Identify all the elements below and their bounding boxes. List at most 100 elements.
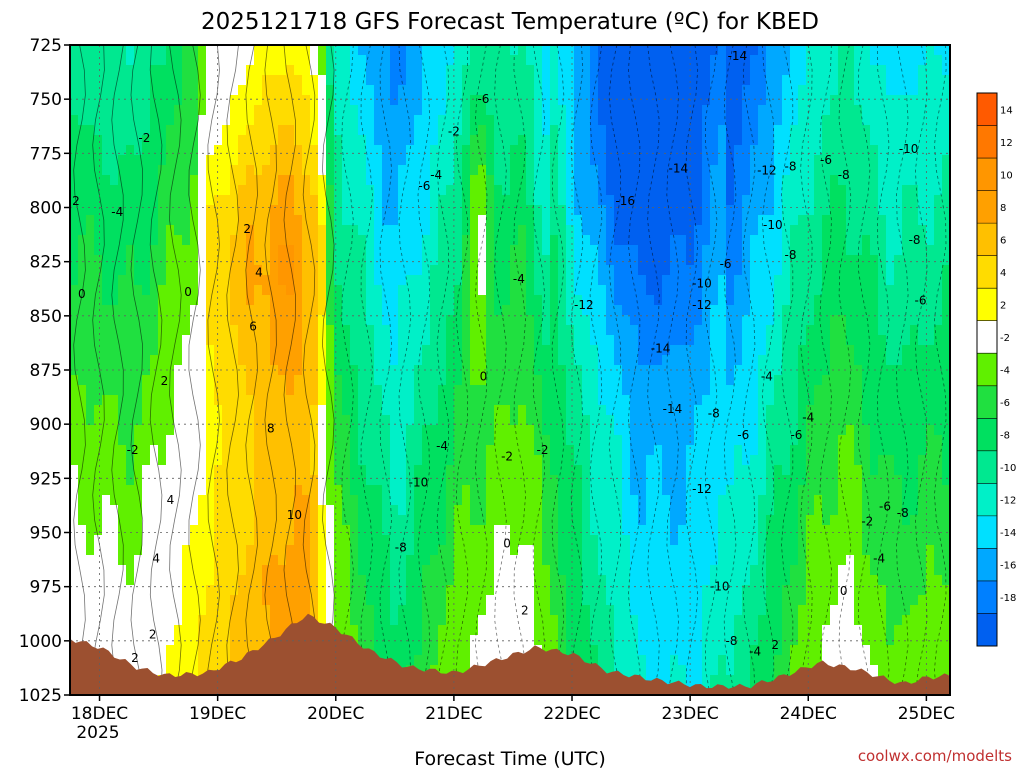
temperature-cell — [422, 245, 431, 256]
temperature-cell — [454, 655, 463, 666]
temperature-cell — [662, 405, 671, 416]
temperature-cell — [126, 645, 135, 656]
temperature-cell — [582, 245, 591, 256]
temperature-cell — [422, 515, 431, 526]
temperature-cell — [574, 475, 583, 486]
temperature-cell — [486, 535, 495, 546]
temperature-cell — [262, 275, 271, 286]
temperature-cell — [166, 665, 175, 676]
temperature-cell — [478, 315, 487, 326]
temperature-cell — [638, 445, 647, 456]
temperature-cell — [206, 585, 215, 596]
temperature-cell — [646, 155, 655, 166]
temperature-cell — [678, 315, 687, 326]
temperature-cell — [238, 45, 247, 56]
temperature-cell — [174, 585, 183, 596]
temperature-cell — [678, 175, 687, 186]
temperature-cell — [326, 565, 335, 576]
temperature-cell — [574, 565, 583, 576]
temperature-cell — [654, 275, 663, 286]
temperature-cell — [222, 605, 231, 616]
temperature-cell — [406, 65, 415, 76]
temperature-cell — [270, 45, 279, 56]
temperature-cell — [526, 115, 535, 126]
temperature-cell — [478, 145, 487, 156]
temperature-cell — [246, 535, 255, 546]
temperature-cell — [470, 645, 479, 656]
temperature-cell — [286, 515, 295, 526]
temperature-cell — [182, 215, 191, 226]
temperature-cell — [550, 295, 559, 306]
temperature-cell — [254, 265, 263, 276]
temperature-cell — [558, 625, 567, 636]
temperature-cell — [638, 565, 647, 576]
temperature-cell — [590, 555, 599, 566]
temperature-cell — [502, 245, 511, 256]
temperature-cell — [94, 135, 103, 146]
temperature-cell — [294, 95, 303, 106]
temperature-cell — [182, 45, 191, 56]
temperature-cell — [630, 405, 639, 416]
temperature-cell — [614, 575, 623, 586]
temperature-cell — [142, 195, 151, 206]
temperature-cell — [614, 165, 623, 176]
temperature-cell — [398, 255, 407, 266]
temperature-cell — [102, 615, 111, 626]
temperature-cell — [110, 305, 119, 316]
temperature-cell — [398, 185, 407, 196]
temperature-cell — [422, 275, 431, 286]
temperature-cell — [270, 175, 279, 186]
temperature-cell — [526, 45, 535, 56]
temperature-cell — [534, 525, 543, 536]
temperature-cell — [478, 655, 487, 666]
temperature-cell — [598, 65, 607, 76]
temperature-cell — [302, 605, 311, 616]
temperature-cell — [630, 475, 639, 486]
temperature-cell — [558, 225, 567, 236]
temperature-cell — [294, 605, 303, 616]
temperature-cell — [438, 575, 447, 586]
temperature-cell — [678, 105, 687, 116]
temperature-cell — [158, 125, 167, 136]
temperature-cell — [222, 105, 231, 116]
temperature-cell — [422, 655, 431, 666]
temperature-cell — [478, 385, 487, 396]
temperature-cell — [214, 135, 223, 146]
temperature-cell — [262, 215, 271, 226]
temperature-cell — [78, 215, 87, 226]
temperature-cell — [310, 185, 319, 196]
temperature-cell — [590, 615, 599, 626]
temperature-cell — [454, 125, 463, 136]
temperature-cell — [558, 215, 567, 226]
temperature-cell — [254, 595, 263, 606]
temperature-cell — [486, 615, 495, 626]
temperature-cell — [158, 305, 167, 316]
temperature-cell — [390, 415, 399, 426]
temperature-cell — [302, 75, 311, 86]
temperature-cell — [670, 195, 679, 206]
temperature-cell — [630, 65, 639, 76]
temperature-cell — [590, 645, 599, 656]
temperature-cell — [678, 525, 687, 536]
temperature-cell — [174, 65, 183, 76]
temperature-cell — [566, 295, 575, 306]
temperature-cell — [230, 315, 239, 326]
temperature-cell — [590, 165, 599, 176]
temperature-cell — [286, 425, 295, 436]
temperature-cell — [478, 85, 487, 96]
temperature-cell — [582, 375, 591, 386]
temperature-cell — [198, 225, 207, 236]
temperature-cell — [198, 395, 207, 406]
temperature-cell — [638, 85, 647, 96]
temperature-cell — [598, 415, 607, 426]
temperature-cell — [654, 345, 663, 356]
temperature-cell — [646, 275, 655, 286]
temperature-cell — [590, 175, 599, 186]
temperature-cell — [590, 145, 599, 156]
temperature-cell — [478, 215, 487, 226]
temperature-cell — [486, 545, 495, 556]
temperature-cell — [478, 345, 487, 356]
temperature-cell — [94, 175, 103, 186]
temperature-cell — [78, 585, 87, 596]
temperature-cell — [270, 265, 279, 276]
